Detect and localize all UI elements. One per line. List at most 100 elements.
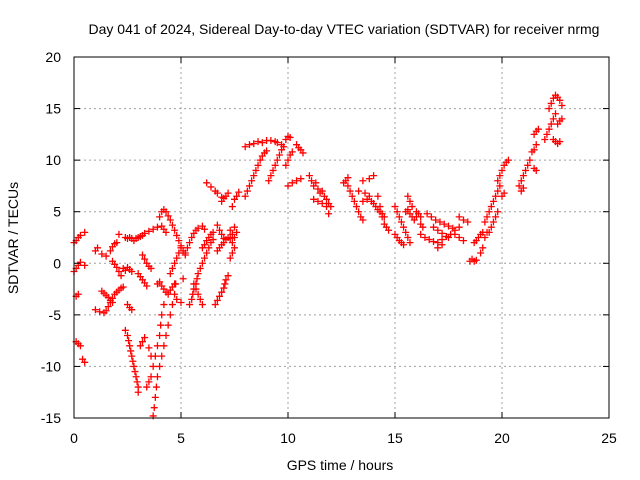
data-point [494, 187, 502, 195]
data-point [164, 321, 172, 329]
data-point [459, 216, 467, 224]
data-point [417, 213, 425, 221]
data-point [113, 239, 121, 247]
data-point [278, 141, 286, 149]
data-point [213, 221, 221, 229]
data-point [138, 338, 146, 346]
data-point [149, 225, 157, 233]
data-point [284, 156, 292, 164]
data-point [361, 189, 369, 197]
data-point [153, 223, 161, 231]
data-point [524, 161, 532, 169]
data-point [151, 352, 159, 360]
data-point [98, 250, 106, 258]
data-point [162, 208, 170, 216]
data-point [226, 254, 234, 262]
data-point [472, 256, 480, 264]
data-point [494, 208, 502, 216]
data-point [526, 156, 534, 164]
data-point [81, 228, 89, 236]
data-point [173, 231, 181, 239]
data-point [207, 183, 215, 191]
data-point [196, 264, 204, 272]
data-point [218, 230, 226, 238]
data-point [132, 373, 140, 381]
data-point [438, 241, 446, 249]
data-point [147, 264, 155, 272]
data-point [181, 249, 189, 257]
data-point [166, 216, 174, 224]
data-point [515, 182, 523, 190]
y-tick-label: -5 [49, 307, 62, 323]
data-point [374, 192, 382, 200]
data-point [252, 166, 260, 174]
data-point [231, 223, 238, 231]
data-point [254, 138, 262, 146]
data-point [145, 227, 153, 235]
data-point [175, 237, 183, 245]
data-point [156, 362, 164, 370]
data-point [209, 236, 217, 244]
data-point [168, 221, 176, 229]
data-point [492, 192, 500, 200]
data-point [310, 195, 318, 203]
data-point [228, 230, 236, 238]
data-point [188, 295, 196, 303]
data-point [194, 270, 202, 278]
data-point [177, 298, 185, 306]
data-points [70, 91, 566, 420]
data-point [168, 264, 176, 272]
data-point [141, 334, 149, 342]
data-point [455, 213, 463, 221]
data-point [547, 99, 555, 107]
data-point [477, 249, 485, 257]
x-tick-label: 5 [177, 430, 185, 446]
data-point [201, 241, 209, 249]
data-point [485, 228, 493, 236]
data-point [150, 404, 158, 412]
data-point [196, 295, 204, 303]
data-point [186, 239, 194, 247]
data-point [275, 151, 283, 159]
data-point [400, 223, 408, 231]
data-point [221, 280, 229, 288]
data-point [119, 283, 127, 291]
data-point [209, 228, 217, 236]
data-point [534, 125, 542, 133]
data-point [325, 210, 333, 218]
data-point [228, 203, 236, 211]
data-point [138, 251, 146, 259]
data-point [459, 237, 467, 245]
data-point [102, 252, 110, 260]
grid-lines [74, 57, 609, 418]
plot-frame [73, 56, 610, 419]
data-point [248, 177, 256, 185]
data-point [115, 268, 123, 276]
data-point [211, 301, 219, 309]
data-point [412, 208, 420, 216]
data-point [131, 368, 139, 376]
data-point [76, 231, 84, 239]
x-tick-label: 0 [70, 430, 78, 446]
data-point [549, 115, 557, 123]
data-point [160, 342, 168, 350]
data-point [288, 148, 296, 156]
data-point [395, 213, 403, 221]
data-point [370, 172, 378, 180]
data-point [117, 272, 125, 280]
data-point [91, 306, 99, 314]
data-point [233, 228, 241, 236]
data-point [455, 234, 463, 241]
data-point [355, 187, 363, 195]
data-point [254, 161, 262, 169]
data-point [344, 182, 352, 190]
data-point [94, 244, 102, 252]
data-point [162, 331, 170, 339]
data-point [494, 177, 502, 185]
data-point [188, 234, 196, 241]
data-point [203, 249, 211, 257]
data-point [126, 342, 134, 350]
data-point [241, 192, 249, 200]
data-point [198, 259, 206, 267]
data-point [175, 249, 183, 257]
